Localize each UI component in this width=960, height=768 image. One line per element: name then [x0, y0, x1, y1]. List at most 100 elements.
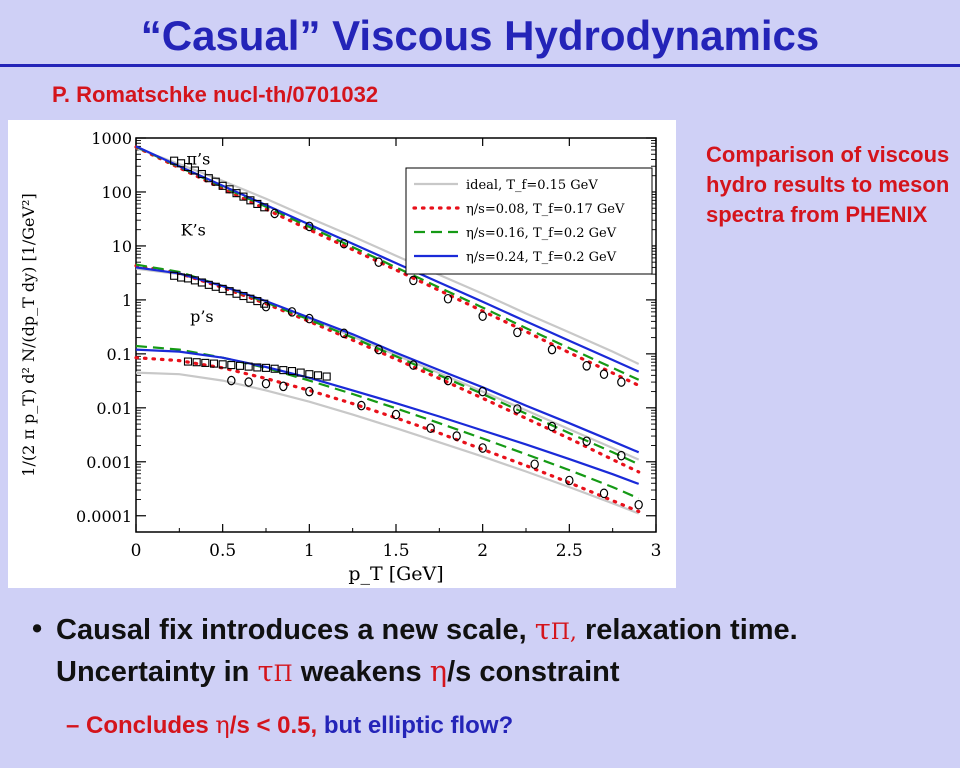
bullet-text-part: weakens [292, 656, 430, 688]
y-tick-label: 10 [112, 237, 132, 256]
data-square [305, 370, 314, 379]
data-circle [261, 378, 271, 389]
data-circle [582, 361, 591, 371]
data-circle [279, 381, 288, 392]
bullet-text-part: relaxation time. Uncertainty in [56, 614, 798, 688]
data-circle [426, 423, 435, 433]
data-circle [634, 499, 643, 510]
data-circle [261, 301, 271, 312]
data-circle [443, 375, 453, 386]
data-square [260, 203, 269, 212]
data-square [201, 358, 210, 367]
sub-bullet-dash: – [66, 712, 80, 739]
data-square [287, 367, 297, 376]
y-axis-label: 1/(2 π p_T) d² N/(dp_T dy) [1/GeV²] [19, 193, 38, 476]
curve-protons-ideal [135, 371, 640, 515]
data-circle [270, 208, 279, 219]
data-circle [339, 328, 349, 339]
bullet-text: Causal fix introduces a new scale, τΠ, r… [32, 610, 952, 694]
data-circle [530, 459, 539, 470]
data-circle [391, 409, 401, 420]
x-tick-label: 1 [304, 541, 315, 561]
data-circle [599, 369, 609, 379]
data-circle [478, 386, 487, 397]
slide-title: “Casual” Viscous Hydrodynamics [140, 12, 820, 59]
y-tick-label: 0.001 [86, 453, 132, 472]
bullet-text-part: /s constraint [447, 656, 620, 688]
bullet-text-part: Causal fix introduces a new scale, [56, 614, 535, 646]
pi-symbol: Π, [550, 620, 577, 645]
data-circle [339, 238, 349, 249]
data-square [235, 361, 245, 370]
data-circle [478, 311, 487, 321]
data-square [296, 368, 305, 377]
sub-bullet-text: Concludes [79, 712, 216, 739]
data-circle [305, 221, 314, 232]
data-circle [582, 436, 591, 447]
x-tick-label: 1.5 [382, 541, 409, 561]
eta-symbol: η [215, 711, 230, 739]
data-circle [599, 488, 609, 499]
tau-symbol: τ [534, 612, 551, 646]
sub-bullet-question: but elliptic flow? [317, 712, 514, 739]
data-circle [244, 377, 253, 387]
species-label: p’s [190, 307, 214, 326]
legend-label: η/s=0.24, T_f=0.2 GeV [466, 250, 617, 265]
y-tick-label: 0.1 [107, 345, 132, 364]
data-circle [443, 293, 453, 304]
x-axis-label: p_T [GeV] [348, 563, 443, 585]
x-tick-label: 3 [651, 541, 662, 561]
data-square [279, 366, 288, 375]
data-square [261, 363, 271, 372]
title-divider [0, 64, 960, 67]
data-square [183, 357, 193, 366]
data-square [197, 169, 206, 179]
data-square [313, 371, 323, 380]
curve-kaons-eta024 [135, 266, 640, 454]
x-tick-label: 0.5 [209, 541, 236, 561]
data-square [227, 361, 236, 370]
data-circle [478, 443, 487, 453]
data-square [209, 359, 219, 368]
species-label: π’s [186, 149, 210, 168]
tau-symbol: τ [257, 654, 274, 688]
spectra-plot: 0 0.5 1 1.5 2 2.5 3 0.0001 0.001 0.01 0.1 1 10 100 100… [8, 120, 676, 588]
sub-bullet: – Concludes η/s < 0.5, but elliptic flow… [66, 708, 946, 743]
y-tick-label: 0.0001 [76, 507, 132, 526]
data-circle [374, 257, 383, 267]
data-circle [565, 475, 574, 486]
curve-protons-eta024 [135, 348, 640, 485]
data-circle [409, 275, 418, 286]
data-circle [452, 431, 461, 441]
curve-pions-ideal [135, 147, 640, 365]
data-circle [287, 307, 297, 317]
y-tick-label: 1 [122, 291, 132, 310]
legend-label: η/s=0.08, T_f=0.17 GeV [466, 202, 625, 217]
legend-label: η/s=0.16, T_f=0.2 GeV [466, 226, 617, 241]
legend-label: ideal, T_f=0.15 GeV [466, 178, 598, 193]
data-circle [617, 377, 626, 387]
data-square [218, 360, 227, 369]
data-square [322, 372, 331, 381]
data-circle [617, 450, 626, 461]
data-circle [374, 344, 383, 355]
sub-bullet-text: /s < 0.5, [229, 712, 318, 739]
data-circle [305, 313, 314, 324]
data-square [260, 299, 269, 308]
curve-kaons-eta008 [134, 264, 641, 474]
data-circle [513, 404, 522, 414]
data-circle [513, 327, 522, 338]
y-tick-label: 0.01 [96, 399, 132, 418]
data-square [192, 358, 201, 367]
y-tick-label: 1000 [91, 129, 132, 148]
x-tick-label: 2 [477, 541, 488, 561]
y-tick-label: 100 [101, 183, 132, 202]
x-tick-label: 0 [131, 541, 142, 561]
x-tick-label: 2.5 [556, 541, 583, 561]
data-circle [547, 344, 557, 355]
bullet-marker: • [32, 613, 43, 645]
species-label: K’s [181, 221, 206, 240]
side-note: Comparison of viscous hydro results to m… [706, 142, 950, 227]
data-square [244, 362, 253, 371]
data-circle [547, 421, 557, 432]
